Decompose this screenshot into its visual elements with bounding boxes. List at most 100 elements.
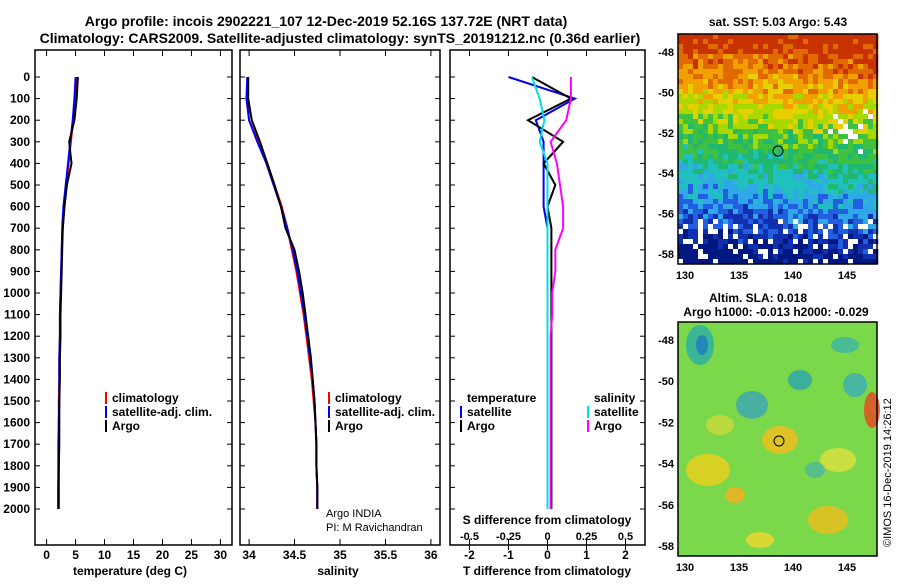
sst-cell: [843, 124, 849, 130]
sst-cell: [758, 159, 764, 165]
sst-cell: [808, 34, 814, 40]
sst-cell: [688, 94, 694, 100]
sst-cell: [753, 44, 759, 50]
sst-cell: [743, 114, 749, 120]
sst-cell: [698, 164, 704, 170]
sst-cell: [828, 219, 834, 225]
sst-cell: [803, 224, 809, 230]
sst-cell: [833, 194, 839, 200]
sst-cell: [803, 39, 809, 45]
sst-cell: [843, 224, 849, 230]
sst-cell: [788, 189, 794, 195]
sst-cell: [788, 74, 794, 80]
sst-cell: [698, 184, 704, 190]
sst-cell: [833, 209, 839, 215]
sst-cell: [718, 49, 724, 55]
sst-cell: [708, 84, 714, 90]
sst-cell: [718, 59, 724, 65]
sst-cell: [763, 244, 769, 250]
sst-cell: [773, 189, 779, 195]
sst-cell: [733, 209, 739, 215]
sst-cell: [863, 194, 869, 200]
sst-cell: [758, 179, 764, 185]
sst-cell: [863, 254, 869, 260]
sst-cell: [793, 199, 799, 205]
depth-tick-label: 0: [23, 70, 30, 84]
sst-cell: [773, 59, 779, 65]
sst-cell: [713, 124, 719, 130]
sst-cell: [863, 159, 869, 165]
sst-cell: [868, 249, 874, 255]
sst-cell: [723, 144, 729, 150]
sst-cell: [748, 94, 754, 100]
sst-cell: [798, 164, 804, 170]
sst-cell: [838, 119, 844, 125]
sst-cell: [748, 114, 754, 120]
sst-cell: [693, 209, 699, 215]
sst-cell: [798, 209, 804, 215]
sst-cell: [818, 214, 824, 220]
sst-cell: [828, 109, 834, 115]
sst-cell: [778, 139, 784, 145]
sst-cell: [718, 234, 724, 240]
sst-cell: [773, 94, 779, 100]
sst-cell: [738, 114, 744, 120]
sst-cell: [718, 164, 724, 170]
sst-cell: [698, 74, 704, 80]
sst-cell: [868, 39, 874, 45]
sst-cell: [738, 164, 744, 170]
sst-cell: [818, 219, 824, 225]
sla-anomaly-blob: [788, 370, 812, 390]
sst-cell: [808, 224, 814, 230]
sst-cell: [818, 144, 824, 150]
sst-cell: [838, 104, 844, 110]
sst-cell: [828, 254, 834, 260]
sst-cell: [718, 94, 724, 100]
sst-cell: [683, 119, 689, 125]
sst-cell: [868, 124, 874, 130]
sst-cell: [748, 224, 754, 230]
sst-cell: [758, 44, 764, 50]
sst-cell: [838, 214, 844, 220]
sst-cell: [743, 124, 749, 130]
sst-cell: [713, 69, 719, 75]
sst-cell: [743, 224, 749, 230]
sst-cell: [768, 179, 774, 185]
sst-cell: [868, 234, 874, 240]
sst-cell: [873, 74, 879, 80]
sst-cell: [763, 129, 769, 135]
sst-cell: [768, 104, 774, 110]
sst-cell: [773, 79, 779, 85]
sst-cell: [733, 69, 739, 75]
sst-cell: [718, 199, 724, 205]
sst-cell: [853, 69, 859, 75]
sst-cell: [738, 184, 744, 190]
sst-cell: [678, 144, 684, 150]
sst-cell: [743, 169, 749, 175]
sst-cell: [873, 119, 879, 125]
sst-cell: [678, 69, 684, 75]
sst-cell: [858, 214, 864, 220]
sst-cell: [788, 204, 794, 210]
sst-cell: [678, 154, 684, 160]
sst-cell: [848, 84, 854, 90]
sst-cell: [798, 159, 804, 165]
sst-cell: [778, 124, 784, 130]
sst-cell: [853, 84, 859, 90]
sst-cell: [748, 74, 754, 80]
sst-cell: [768, 214, 774, 220]
sst-cell: [678, 104, 684, 110]
sst-cell: [788, 94, 794, 100]
sst-cell: [718, 34, 724, 40]
sst-cell: [708, 144, 714, 150]
sst-cell: [813, 214, 819, 220]
sst-cell: [863, 39, 869, 45]
sst-cell: [768, 84, 774, 90]
sst-cell: [868, 239, 874, 245]
sst-cell: [818, 64, 824, 70]
sst-cell: [698, 114, 704, 120]
sst-cell: [733, 214, 739, 220]
sst-cell: [728, 169, 734, 175]
sst-cell: [873, 234, 879, 240]
